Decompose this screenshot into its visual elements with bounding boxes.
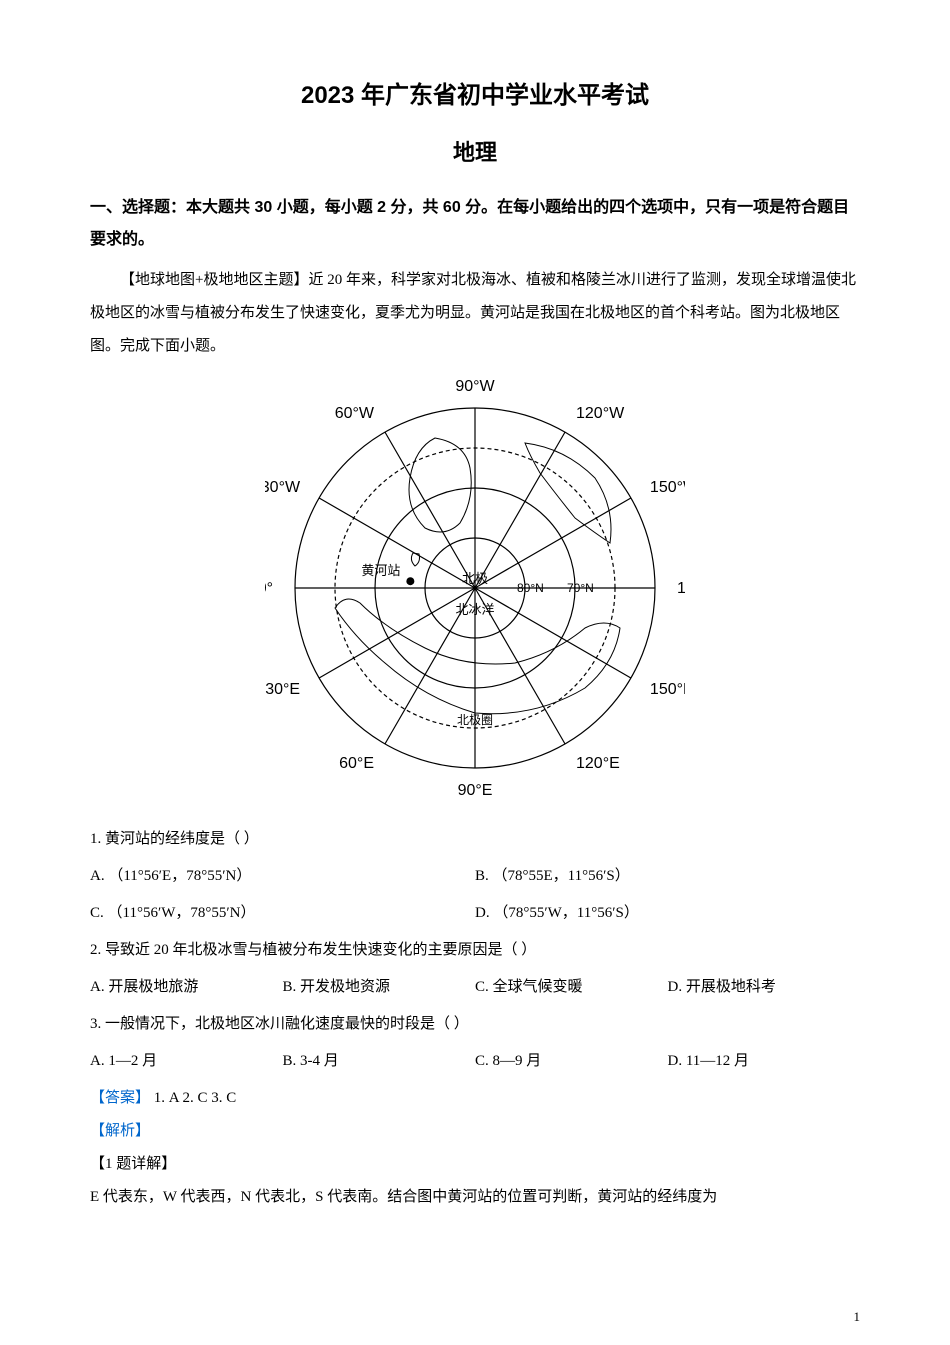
option: D. （78°55′W，11°56′S）	[475, 897, 860, 930]
question-stem: 1. 黄河站的经纬度是（ ）	[90, 823, 860, 856]
subject-title: 地理	[90, 135, 860, 167]
polar-map-figure: 90°W 120°W 150°W 180° 150°E 120°E 90°E 60°E 30°E…	[90, 378, 860, 803]
options-row: C. （11°56′W，78°55′N）D. （78°55′W，11°56′S）	[90, 897, 860, 930]
answer-items: 1. A 2. C 3. C	[154, 1090, 237, 1106]
question-stem: 2. 导致近 20 年北极冰雪与植被分布发生快速变化的主要原因是（ ）	[90, 934, 860, 967]
option: C. 全球气候变暖	[475, 971, 668, 1004]
svg-text:180°: 180°	[677, 580, 685, 597]
explanation-text: E 代表东，W 代表西，N 代表北，S 代表南。结合图中黄河站的位置可判断，黄河…	[90, 1181, 860, 1214]
svg-text:30°E: 30°E	[265, 681, 300, 698]
option: A. 开展极地旅游	[90, 971, 283, 1004]
svg-text:120°W: 120°W	[576, 405, 625, 422]
svg-text:150°E: 150°E	[650, 681, 685, 698]
option: C. 8—9 月	[475, 1045, 668, 1078]
svg-text:150°W: 150°W	[650, 479, 685, 496]
option: B. 3-4 月	[283, 1045, 476, 1078]
svg-text:60°E: 60°E	[339, 755, 374, 772]
option: D. 11—12 月	[668, 1045, 861, 1078]
svg-text:北冰洋: 北冰洋	[455, 602, 494, 617]
option: A. （11°56′E，78°55′N）	[90, 860, 475, 893]
option: C. （11°56′W，78°55′N）	[90, 897, 475, 930]
page-number: 1	[854, 1309, 861, 1325]
analysis-label: 【解析】	[90, 1115, 860, 1148]
question-stem: 3. 一般情况下，北极地区冰川融化速度最快的时段是（ ）	[90, 1008, 860, 1041]
options-row: A. 1—2 月B. 3-4 月C. 8—9 月D. 11—12 月	[90, 1045, 860, 1078]
answer-label: 【答案】	[90, 1090, 150, 1106]
polar-map-svg: 90°W 120°W 150°W 180° 150°E 120°E 90°E 60°E 30°E…	[265, 378, 685, 798]
detail-header: 【1 题详解】	[90, 1148, 860, 1181]
options-row: A. （11°56′E，78°55′N）B. （78°55E，11°56′S）	[90, 860, 860, 893]
options-row: A. 开展极地旅游B. 开发极地资源C. 全球气候变暖D. 开展极地科考	[90, 971, 860, 1004]
option: A. 1—2 月	[90, 1045, 283, 1078]
exam-title: 2023 年广东省初中学业水平考试	[90, 75, 860, 110]
svg-text:60°W: 60°W	[335, 405, 375, 422]
questions-block: 1. 黄河站的经纬度是（ ） A. （11°56′E，78°55′N）B. （78…	[90, 823, 860, 1078]
option: D. 开展极地科考	[668, 971, 861, 1004]
option: B. （78°55E，11°56′S）	[475, 860, 860, 893]
svg-text:120°E: 120°E	[576, 755, 620, 772]
svg-text:0°: 0°	[265, 580, 273, 597]
option: B. 开发极地资源	[283, 971, 476, 1004]
svg-text:70°N: 70°N	[567, 581, 594, 595]
svg-text:90°W: 90°W	[455, 378, 495, 395]
answers-line: 【答案】 1. A 2. C 3. C	[90, 1082, 860, 1115]
svg-text:30°W: 30°W	[265, 479, 301, 496]
passage-text: 【地球地图+极地地区主题】近 20 年来，科学家对北极海冰、植被和格陵兰冰川进行…	[90, 264, 860, 363]
svg-text:北极圈: 北极圈	[457, 713, 493, 727]
svg-text:80°N: 80°N	[517, 581, 544, 595]
svg-text:北极: 北极	[462, 571, 488, 586]
svg-text:黄河站: 黄河站	[361, 563, 400, 578]
section-instruction: 一、选择题：本大题共 30 小题，每小题 2 分，共 60 分。在每小题给出的四…	[90, 192, 860, 256]
svg-text:90°E: 90°E	[458, 782, 493, 798]
